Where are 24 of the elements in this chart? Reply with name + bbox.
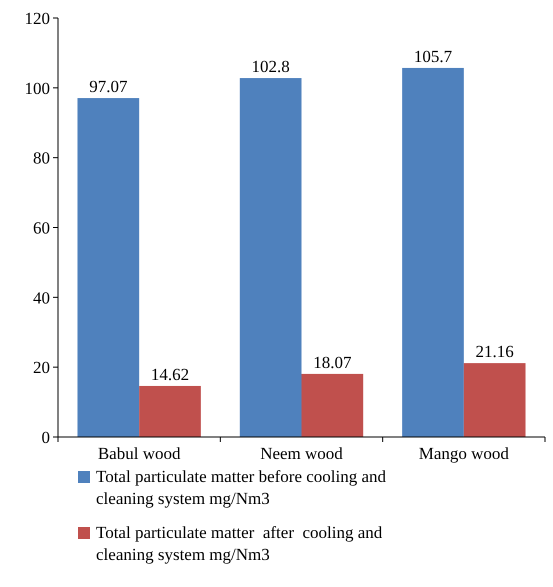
legend-label: Total particulate matter before cooling and cleaning system mg/Nm3	[96, 467, 387, 508]
x-tick-label: Neem wood	[260, 444, 344, 463]
y-tick-label: 80	[33, 148, 50, 168]
y-tick-label: 60	[33, 218, 50, 238]
bar	[77, 98, 140, 437]
data-label: 21.16	[476, 342, 514, 362]
bar	[240, 78, 302, 437]
y-tick-label: 0	[42, 428, 50, 447]
x-tick-label: Mango wood	[418, 444, 510, 463]
bar	[302, 374, 364, 437]
y-tick-label: 20	[33, 358, 50, 378]
data-label: 97.07	[89, 77, 128, 96]
data-label: 18.07	[313, 352, 352, 372]
legend-label: Total particulate matter after cooling and cleaning system mg/Nm3	[96, 523, 383, 564]
y-tick-label: 100	[24, 78, 50, 98]
data-label: 14.62	[150, 364, 190, 384]
bar	[402, 68, 464, 437]
y-tick-label: 120	[24, 8, 50, 28]
y-tick-label: 40	[33, 288, 50, 308]
bar	[464, 363, 526, 437]
data-label: 102.8	[252, 57, 290, 76]
x-tick-label: Babul wood	[98, 444, 181, 463]
bar	[139, 386, 201, 437]
data-label: 105.7	[414, 46, 453, 66]
